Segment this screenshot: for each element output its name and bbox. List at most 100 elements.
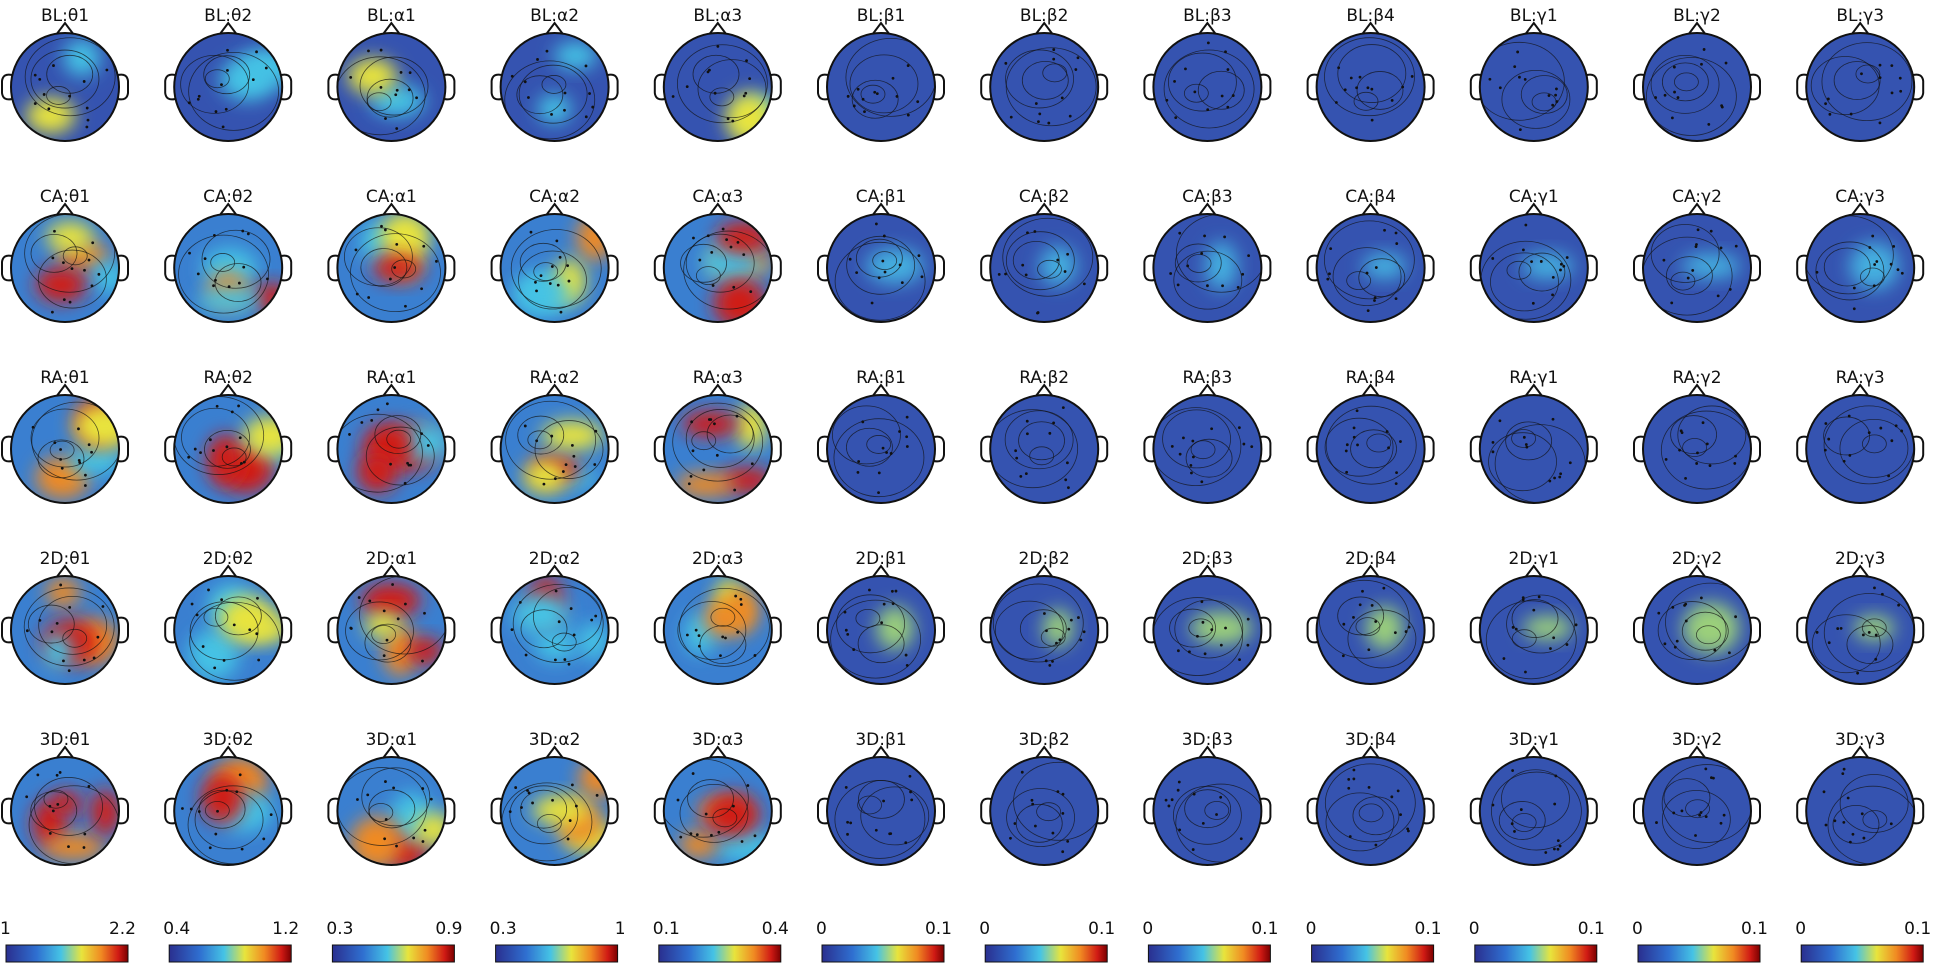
electrode: [1694, 245, 1698, 248]
electrode: [868, 588, 871, 592]
electrode: [1724, 61, 1728, 65]
electrode: [1051, 660, 1054, 663]
contour: [43, 789, 69, 809]
electrode: [1522, 248, 1525, 252]
topomap: [1306, 202, 1435, 323]
electrode: [53, 441, 57, 445]
electrode: [1052, 421, 1056, 425]
electrode: [1352, 435, 1356, 439]
electrode: [84, 473, 87, 477]
electrode: [356, 798, 359, 801]
colorbar: [331, 944, 455, 963]
field: [500, 395, 609, 503]
electrode: [355, 292, 359, 296]
nose: [1360, 564, 1381, 579]
field: [827, 214, 935, 322]
contour: [198, 789, 246, 829]
contour: [1823, 416, 1870, 456]
ear: [607, 73, 619, 101]
electrode: [1852, 286, 1856, 290]
ear: [1423, 797, 1435, 825]
electrode: [1037, 120, 1040, 124]
contour: [1501, 769, 1570, 829]
electrode: [518, 600, 522, 604]
electrode: [1511, 769, 1515, 772]
electrode: [848, 257, 852, 261]
colorbar-max: 0.1: [1578, 919, 1605, 939]
electrode: [671, 95, 675, 98]
field: [337, 214, 446, 322]
electrode: [415, 96, 418, 100]
electrode: [1719, 821, 1723, 825]
nose: [381, 202, 402, 217]
electrode: [1390, 795, 1394, 799]
electrode: [1733, 462, 1737, 465]
field-bg: [1316, 757, 1425, 865]
electrode: [1342, 622, 1346, 626]
electrode: [1874, 633, 1878, 637]
electrode: [235, 790, 239, 794]
electrode: [732, 285, 736, 289]
electrode: [214, 110, 218, 113]
electrode: [426, 444, 430, 447]
electrode: [1672, 811, 1676, 815]
electrode: [1370, 87, 1374, 91]
topomap: [1143, 202, 1272, 323]
electrode: [846, 94, 850, 98]
electrode: [849, 821, 853, 825]
field: [1643, 33, 1751, 141]
nose: [1850, 202, 1870, 217]
electrode: [1530, 260, 1533, 264]
electrode: [216, 809, 219, 813]
electrode: [1890, 64, 1894, 68]
head-outline: [173, 213, 284, 323]
electrode: [389, 462, 392, 466]
electrode: [208, 438, 212, 442]
head-outline: [1642, 213, 1752, 323]
electrode: [1663, 642, 1667, 646]
electrode: [409, 463, 413, 467]
electrode: [1394, 231, 1398, 235]
nose: [708, 564, 728, 579]
nose: [1197, 745, 1218, 760]
electrode: [689, 832, 693, 836]
contour: [1810, 56, 1880, 115]
field-blob: [1681, 253, 1741, 279]
field-blob: [517, 279, 570, 304]
electrode: [224, 107, 228, 111]
ear: [1, 435, 13, 463]
topomap: [1143, 745, 1272, 866]
electrode: [1722, 813, 1726, 817]
electrode: [1860, 812, 1864, 816]
electrode: [856, 87, 860, 91]
electrode: [1553, 802, 1557, 806]
electrode: [1201, 620, 1205, 624]
contour: [343, 227, 413, 287]
electrode: [1559, 268, 1562, 272]
electrode: [1219, 795, 1223, 799]
nose: [1687, 202, 1707, 217]
electrode: [524, 653, 528, 657]
electrode: [1246, 643, 1250, 647]
electrode: [1673, 645, 1677, 649]
field: [11, 576, 119, 684]
electrode: [1349, 76, 1353, 80]
head-outline: [1805, 213, 1916, 323]
contour: [683, 230, 772, 310]
nose: [544, 202, 565, 217]
topomap: [164, 745, 293, 866]
field: [990, 576, 1099, 684]
electrode: [1663, 93, 1667, 97]
electrode: [48, 804, 52, 808]
field-blob: [1522, 615, 1573, 641]
electrode: [1196, 634, 1199, 638]
electrode: [1047, 121, 1051, 125]
electrode: [1510, 822, 1514, 826]
panel-title: RA:γ3: [1836, 368, 1885, 388]
electrode: [1824, 102, 1827, 106]
field: [500, 33, 609, 141]
contour: [1674, 72, 1699, 92]
contour: [1204, 801, 1230, 820]
electrode: [59, 448, 62, 451]
electrode: [1396, 789, 1400, 793]
